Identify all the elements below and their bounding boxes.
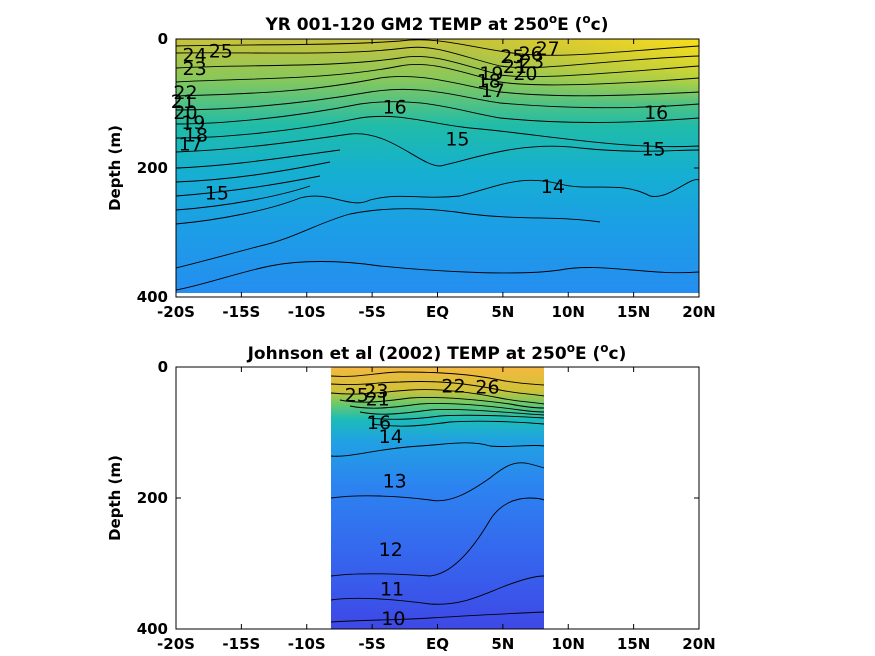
contour-label: 21 (171, 91, 195, 113)
panel-2-colormap (331, 367, 544, 629)
x-tick-label: -15S (222, 635, 260, 653)
x-tick-label: -5S (358, 635, 385, 653)
x-tick-label: -20S (157, 635, 195, 653)
panel-1-contours (175, 39, 700, 291)
contour-label: 18 (184, 124, 208, 146)
y-tick-label: 400 (137, 620, 168, 638)
panel-2-title: Johnson et al (2002) TEMP at 250oE (oc) (247, 341, 627, 364)
panel-2: Johnson et al (2002) TEMP at 250oE (oc) … (106, 341, 716, 653)
contour-label: 19 (479, 63, 503, 85)
contour-label: 12 (379, 539, 403, 561)
contour-label: 13 (383, 470, 407, 492)
y-tick-label: 200 (137, 159, 168, 177)
panel-2-x-ticks: -20S -15S -10S -5S EQ 5N 10N 15N 20N (157, 367, 716, 653)
contour-label: 15 (641, 139, 665, 161)
contour-label: 15 (205, 183, 229, 205)
x-tick-label: 5N (491, 635, 514, 653)
contour-label: 24 (183, 44, 207, 66)
contour-label: 16 (367, 412, 391, 434)
x-tick-label: -5S (358, 303, 385, 321)
x-tick-label: 15N (617, 303, 650, 321)
contour-label: 23 (183, 58, 207, 80)
x-tick-label: 10N (552, 303, 585, 321)
x-tick-label: EQ (426, 635, 449, 653)
x-tick-label: -15S (222, 303, 260, 321)
panel-2-y-axis-label: Depth (m) (106, 455, 124, 541)
x-tick-label: 5N (491, 303, 514, 321)
contour-label: 15 (445, 128, 469, 150)
contour-label: 22 (441, 375, 465, 397)
x-tick-label: 20N (682, 635, 715, 653)
panel-2-contours (330, 371, 545, 623)
panel-1-x-ticks: -20S -15S -10S -5S EQ 5N 10N 15N 20N (157, 39, 716, 321)
contour-label: 20 (173, 102, 197, 124)
x-tick-label: 10N (552, 635, 585, 653)
panel-1-y-ticks: 0 200 400 (137, 30, 699, 306)
contour-label: 14 (379, 426, 403, 448)
panel-1: YR 001-120 GM2 TEMP at 250oE (oc) 25 27 24… (106, 12, 716, 321)
x-tick-label: 15N (617, 635, 650, 653)
contour-label: 18 (477, 70, 501, 92)
x-tick-label: -10S (288, 635, 326, 653)
x-tick-label: -10S (288, 303, 326, 321)
contour-label: 23 (520, 51, 544, 73)
x-tick-label: 20N (682, 303, 715, 321)
contour-label: 21 (503, 56, 527, 78)
contour-label: 17 (179, 133, 203, 155)
contour-label: 26 (519, 43, 543, 65)
contour-label: 25 (500, 46, 524, 68)
contour-label: 25 (209, 41, 233, 63)
contour-label: 21 (366, 388, 390, 410)
contour-label: 16 (383, 97, 407, 119)
contour-label: 27 (536, 38, 560, 60)
panel-2-y-ticks: 0 200 400 (137, 358, 699, 638)
contour-label: 10 (381, 608, 405, 630)
panel-1-y-axis-label: Depth (m) (106, 125, 124, 211)
contour-label: 23 (364, 381, 388, 403)
y-tick-label: 0 (158, 30, 168, 48)
x-tick-label: EQ (426, 303, 449, 321)
contour-label: 22 (173, 82, 197, 104)
contour-label: 14 (541, 176, 565, 198)
x-tick-label: -20S (157, 303, 195, 321)
contour-label: 11 (380, 578, 404, 600)
y-tick-label: 400 (137, 288, 168, 306)
contour-label: 16 (644, 102, 668, 124)
y-tick-label: 200 (137, 489, 168, 507)
contour-label: 26 (475, 377, 499, 399)
contour-label: 19 (181, 112, 205, 134)
panel-1-title: YR 001-120 GM2 TEMP at 250oE (oc) (264, 12, 608, 35)
contour-label: 17 (481, 80, 505, 102)
y-tick-label: 0 (158, 358, 168, 376)
contour-label: 20 (513, 63, 537, 85)
contour-label: 25 (345, 385, 369, 407)
